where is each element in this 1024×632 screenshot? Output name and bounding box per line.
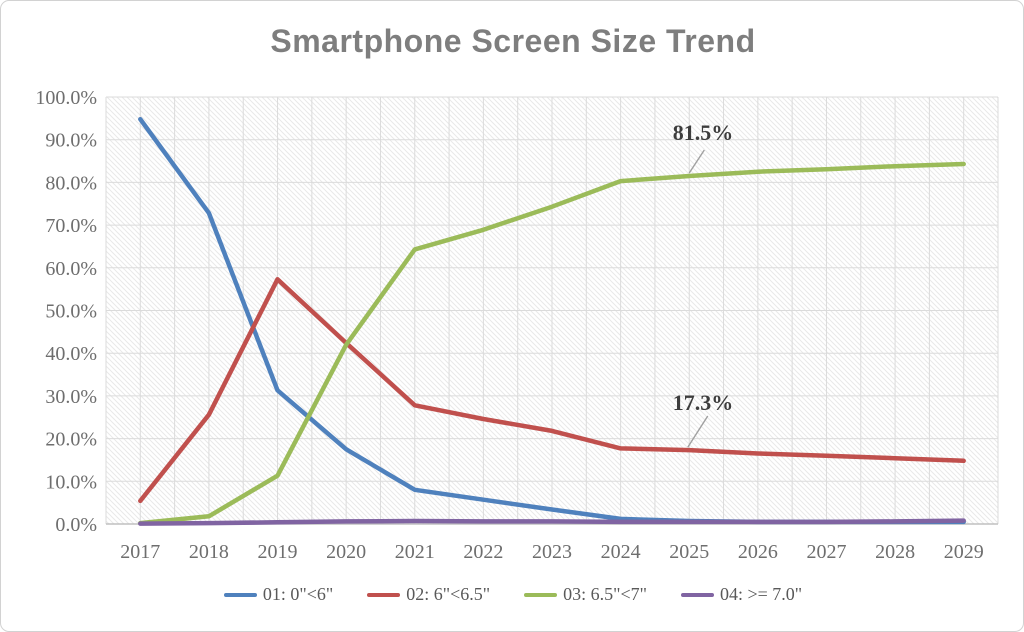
y-tick-label: 10.0% (45, 471, 97, 493)
x-tick-label: 2019 (258, 541, 298, 563)
annotation-leader-line (687, 415, 709, 448)
x-tick-label: 2020 (326, 541, 366, 563)
x-tick-label: 2023 (532, 541, 572, 563)
legend-label-04: 04: >= 7.0" (719, 584, 803, 604)
y-tick-label: 60.0% (45, 258, 97, 280)
legend-item-01: 01: 0"<6" (223, 584, 334, 605)
x-tick-label: 2018 (189, 541, 229, 563)
y-tick-label: 40.0% (45, 343, 97, 365)
y-tick-label: 30.0% (45, 386, 97, 408)
legend-item-02: 02: 6"<6.5" (367, 584, 490, 605)
annotation-label: 17.3% (673, 390, 734, 415)
x-tick-label: 2029 (944, 541, 984, 563)
series-line-3 (138, 161, 966, 526)
y-tick-label: 100.0% (35, 87, 97, 109)
chart-title: Smartphone Screen Size Trend (270, 23, 756, 59)
y-tick-label: 90.0% (45, 130, 97, 152)
y-tick-label: 70.0% (45, 215, 97, 237)
y-tick-label: 80.0% (45, 172, 97, 194)
y-tick-label: 0.0% (55, 514, 97, 536)
x-tick-label: 2022 (463, 541, 503, 563)
axis-tick-labels: 0.0% 10.0% 20.0% 30.0% 40.0% 50.0% 60.0% 70.0% 8… (35, 87, 983, 563)
legend-line-swatch-01 (223, 592, 257, 597)
annotations: 81.5% 17.3% (673, 120, 734, 448)
series-lines (138, 116, 966, 526)
legend-line-swatch-02 (367, 592, 401, 597)
legend-item-03: 03: 6.5"<7" (524, 584, 647, 605)
chart-legend: 01: 0"<6" 02: 6"<6.5" 03: 6.5"<7" 04: >=… (1, 584, 1023, 605)
y-tick-label: 20.0% (45, 429, 97, 451)
series-line-2 (138, 277, 966, 504)
legend-item-04: 04: >= 7.0" (680, 584, 803, 605)
legend-label-03: 03: 6.5"<7" (563, 584, 647, 604)
x-tick-label: 2027 (806, 541, 846, 563)
x-tick-label: 2025 (669, 541, 709, 563)
x-tick-label: 2017 (120, 541, 160, 563)
x-tick-label: 2024 (601, 541, 641, 563)
legend-line-swatch-03 (524, 592, 558, 597)
annotation-label: 81.5% (673, 120, 734, 145)
legend-label-02: 02: 6"<6.5" (406, 584, 491, 604)
legend-line-swatch-04 (680, 592, 714, 597)
legend-label-01: 01: 0"<6" (262, 584, 334, 604)
x-tick-label: 2028 (875, 541, 915, 563)
x-tick-label: 2021 (395, 541, 435, 563)
y-tick-label: 50.0% (45, 301, 97, 323)
x-tick-label: 2026 (738, 541, 778, 563)
series-line-4 (138, 518, 966, 526)
annotation-leader-line (688, 149, 705, 174)
